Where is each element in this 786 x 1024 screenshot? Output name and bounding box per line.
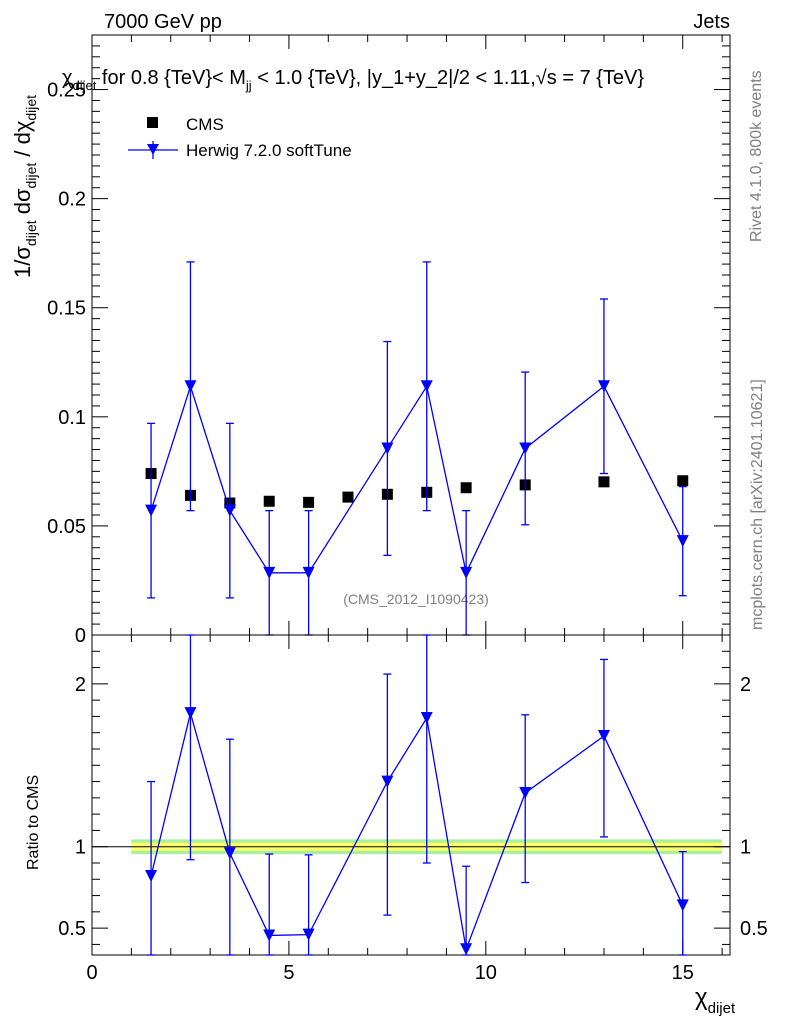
ratio-axis-ticks xyxy=(91,635,730,955)
ratio-point xyxy=(145,870,158,883)
legend-herwig-label: Herwig 7.2.0 softTune xyxy=(186,141,352,160)
herwig-point xyxy=(263,566,276,579)
ratio-point xyxy=(302,928,315,941)
y-tick-label: 0 xyxy=(75,625,86,647)
watermark: (CMS_2012_I1090423) xyxy=(343,591,489,607)
ratio-y-tick-label-right: 0.5 xyxy=(740,918,768,940)
herwig-point xyxy=(302,566,315,579)
x-tick-label: 0 xyxy=(86,962,97,984)
y-tick-label: 0.25 xyxy=(47,80,86,102)
header-right: Jets xyxy=(693,11,730,33)
ratio-point xyxy=(184,707,197,720)
ratio-y-tick-label: 0.5 xyxy=(58,918,86,940)
ratio-y-tick-label-right: 1 xyxy=(740,837,751,859)
herwig-point xyxy=(519,442,532,455)
ratio-line xyxy=(150,710,684,952)
ratio-y-tick-labels: 0.5 0.5 1 1 2 2 xyxy=(58,674,768,940)
ratio-data xyxy=(145,634,689,956)
x-tick-labels: 0 5 10 15 xyxy=(86,962,693,984)
ratio-y-axis-label: Ratio to CMS xyxy=(25,775,42,870)
ratio-y-tick-label: 2 xyxy=(75,674,86,696)
ratio-point xyxy=(420,712,433,725)
herwig-point xyxy=(223,504,236,517)
main-axis-ticks xyxy=(91,34,730,636)
cms-point xyxy=(460,482,472,494)
y-tick-label: 0.15 xyxy=(47,298,86,320)
mcplots-label: mcplots.cern.ch [arXiv:2401.10621] xyxy=(749,379,766,630)
y-tick-label: 0.1 xyxy=(58,407,86,429)
herwig-point xyxy=(597,380,610,393)
herwig-point xyxy=(381,442,394,455)
cms-point xyxy=(263,495,275,507)
ratio-y-tick-label: 1 xyxy=(75,837,86,859)
legend-herwig-marker xyxy=(147,144,159,155)
y-tick-label: 0.05 xyxy=(47,516,86,538)
header-left: 7000 GeV pp xyxy=(104,11,222,33)
ratio-point xyxy=(519,786,532,799)
ratio-point xyxy=(381,775,394,788)
main-y-axis-label: 1/σdijet dσdijet / dχdijet xyxy=(10,95,39,278)
ratio-band xyxy=(92,839,730,855)
x-tick-label: 10 xyxy=(475,962,497,984)
ratio-point xyxy=(676,899,689,912)
main-title: χdijet for 0.8 {TeV}< Mjj < 1.0 {TeV}, |… xyxy=(62,67,644,93)
ratio-point xyxy=(263,929,276,942)
legend-cms-label: CMS xyxy=(186,115,224,134)
y-tick-label: 0.2 xyxy=(58,189,86,211)
main-y-tick-labels: 0 0.05 0.1 0.15 0.2 0.25 xyxy=(47,80,86,647)
ratio-point xyxy=(223,847,236,860)
ratio-plot-frame xyxy=(91,634,731,956)
ratio-point xyxy=(460,943,473,956)
rivet-label: Rivet 4.1.0, 800k events xyxy=(748,70,765,242)
x-tick-label: 15 xyxy=(672,962,694,984)
herwig-point xyxy=(676,535,689,548)
x-tick-label: 5 xyxy=(283,962,294,984)
main-data xyxy=(145,261,689,636)
cms-point xyxy=(598,476,610,488)
herwig-point xyxy=(460,566,473,579)
cms-point xyxy=(342,491,354,503)
herwig-point xyxy=(145,504,158,517)
herwig-point xyxy=(184,380,197,393)
ratio-y-tick-label-right: 2 xyxy=(740,674,751,696)
cms-point xyxy=(303,496,315,508)
herwig-point xyxy=(420,380,433,393)
cms-point xyxy=(677,475,689,487)
legend-cms-marker xyxy=(147,117,158,128)
x-axis-label: χdijet xyxy=(695,984,736,1017)
ratio-point xyxy=(597,729,610,742)
